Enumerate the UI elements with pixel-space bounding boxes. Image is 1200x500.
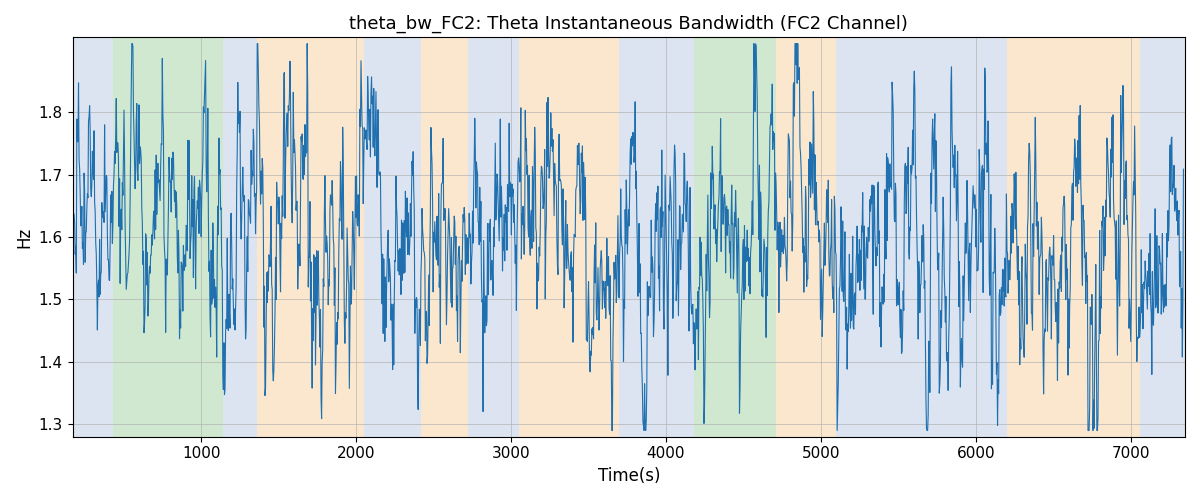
Bar — [518, 38, 619, 436]
Bar — [72, 38, 113, 436]
Bar — [421, 38, 468, 436]
Bar — [1140, 38, 1186, 436]
Bar — [113, 38, 223, 436]
Bar — [682, 38, 694, 436]
Bar — [776, 38, 836, 436]
Bar — [694, 38, 776, 436]
Title: theta_bw_FC2: Theta Instantaneous Bandwidth (FC2 Channel): theta_bw_FC2: Theta Instantaneous Bandwi… — [349, 15, 908, 34]
Bar — [1007, 38, 1140, 436]
Bar — [223, 38, 257, 436]
Y-axis label: Hz: Hz — [14, 226, 32, 248]
Bar — [619, 38, 682, 436]
Bar — [468, 38, 518, 436]
Bar — [836, 38, 1007, 436]
Bar — [364, 38, 421, 436]
Bar — [257, 38, 364, 436]
X-axis label: Time(s): Time(s) — [598, 467, 660, 485]
